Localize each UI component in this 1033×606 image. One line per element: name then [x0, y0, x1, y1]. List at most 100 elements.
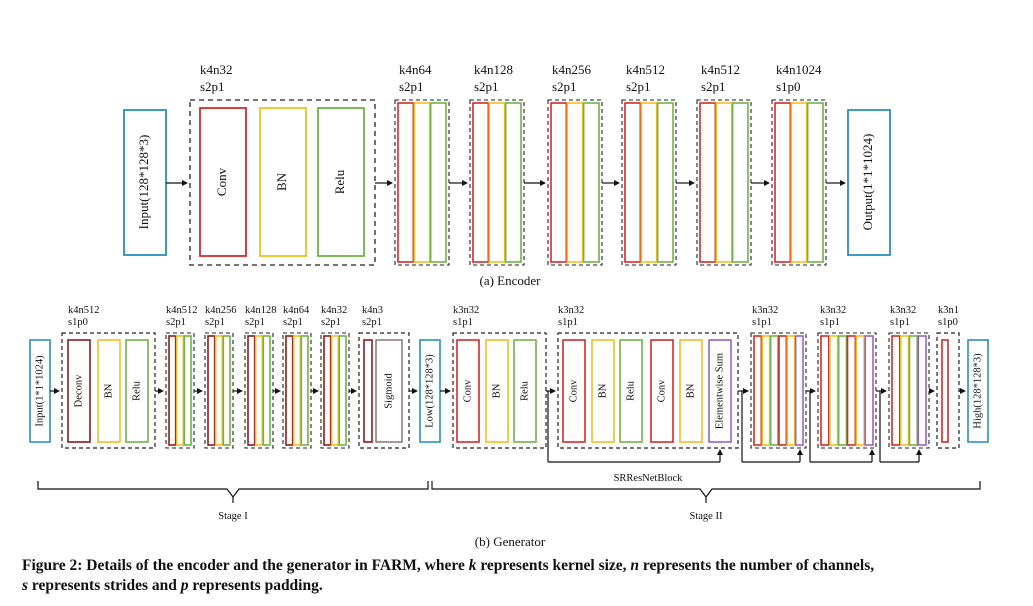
encoder-bn-label: BN	[274, 172, 289, 191]
generator-resblock-2-bar-0	[753, 335, 763, 446]
skip-3-up-head	[869, 449, 875, 455]
encoder-block-3-bar-1	[488, 102, 506, 263]
generator-s1-arrow-sig-head	[351, 388, 357, 394]
generator-resblock-2-bar-1	[761, 335, 771, 446]
generator-arrow-low-head	[412, 388, 418, 394]
generator-resblock-3-bar-3	[846, 335, 857, 446]
generator-s1-block-2-bar-0	[247, 335, 256, 446]
encoder-block-5-params-stride: s2p1	[626, 79, 651, 94]
generator-final-block-params-kernel: k3n32	[890, 305, 916, 316]
generator-resblock-2-params-kernel: k3n32	[752, 305, 778, 316]
generator-sigmoid-layer	[375, 339, 403, 443]
generator-block-1-params-stride: s1p0	[68, 317, 88, 328]
generator-arrow-res3-head	[810, 388, 816, 394]
encoder-block-7-bar-0	[774, 102, 792, 263]
generator-s1-arrow-1-head	[197, 388, 203, 394]
encoder-output-label: Output(1*1*1024)	[860, 134, 875, 231]
generator-subcaption: (b) Generator	[475, 534, 546, 549]
encoder-conv-label: Conv	[214, 167, 229, 196]
generator-s1-block-2-bar-2	[262, 335, 271, 446]
generator-resblock-3-bar-5	[864, 335, 874, 446]
generator-s1-block-1	[204, 332, 234, 449]
generator-s1-block-0-bar-0	[168, 335, 177, 446]
encoder-block-6	[696, 99, 752, 266]
generator-low-label: Low(128*128*3)	[424, 354, 435, 428]
generator-s1-block-3-params-kernel: k4n64	[283, 305, 310, 316]
encoder-block-1-params-kernel: k4n32	[200, 62, 233, 77]
stage-1-label: Stage I	[218, 511, 248, 522]
encoder-block-5-bar-0	[624, 102, 642, 263]
caption-s: s	[22, 577, 29, 594]
generator-s1-block-2-bar-1	[254, 335, 264, 446]
generator-s1-block-4-params-kernel: k4n32	[321, 305, 347, 316]
generator-s1-arrow-3-head	[275, 388, 281, 394]
caption-p-text: represents padding.	[188, 577, 323, 594]
encoder-input-label: Input(128*128*3)	[136, 135, 151, 230]
generator-resblock-3-params-kernel: k3n32	[820, 305, 846, 316]
generator-res-label-1: BN	[597, 383, 608, 398]
figure-caption: Figure 2: Details of the encoder and the…	[22, 556, 1012, 596]
generator-res-layer-2	[619, 339, 643, 443]
generator-output-conv-params-stride: s1p0	[938, 317, 958, 328]
generator-s1-arrow-0-head	[158, 388, 164, 394]
generator-s1-block-1-params-stride: s2p1	[205, 317, 225, 328]
generator-s1-block-3-bar-2	[300, 335, 309, 446]
generator-s1-block-1-params-kernel: k4n256	[205, 305, 237, 316]
generator-bn-layer	[97, 339, 121, 443]
generator-s2-block-1-params-stride: s1p1	[453, 317, 473, 328]
encoder-subcaption: (a) Encoder	[480, 273, 542, 288]
encoder-block-4-bar-2	[582, 102, 600, 263]
generator-s2-relu-label: Relu	[519, 380, 530, 401]
encoder-block-2	[394, 99, 450, 266]
skip-1-up-head	[717, 449, 723, 455]
encoder-arrow-2-head	[462, 180, 468, 186]
generator-block-1-params-kernel: k4n512	[68, 305, 100, 316]
generator-res-layer-5	[708, 339, 732, 443]
generator-res-label-4: BN	[685, 383, 696, 398]
caption-k-text: represents kernel size,	[476, 557, 631, 574]
encoder-block-5	[621, 99, 677, 266]
encoder-relu-layer	[317, 107, 365, 257]
generator-final-block-bar-1	[899, 335, 910, 446]
generator-sigmoid-label: Sigmoid	[383, 372, 394, 408]
generator-s1-block-4-bar-1	[330, 335, 340, 446]
generator-arrow-0-head	[54, 388, 60, 394]
generator-s1-block-0-params-stride: s2p1	[166, 317, 186, 328]
generator-final-block	[888, 332, 930, 449]
encoder-arrow-4-head	[614, 180, 620, 186]
generator-resblock	[557, 332, 739, 449]
encoder-block-6-params-stride: s2p1	[701, 79, 726, 94]
generator-s1-block-4-bar-2	[338, 335, 347, 446]
generator-s2-bn-layer	[485, 339, 509, 443]
generator-relu-layer	[125, 339, 149, 443]
encoder-block-5-bar-2	[656, 102, 674, 263]
encoder-block-3-bar-2	[504, 102, 522, 263]
generator-resblock-2-bar-2	[769, 335, 779, 446]
generator-s2-block-1-params-kernel: k3n32	[453, 305, 479, 316]
generator-arrow-high-head	[960, 388, 966, 394]
caption-p: p	[180, 577, 189, 594]
generator-arrow-final-head	[881, 388, 887, 394]
generator-bn-label: BN	[103, 383, 114, 398]
generator-deconv-label: Deconv	[73, 374, 84, 407]
encoder-block-4-params-stride: s2p1	[552, 79, 577, 94]
generator-s1-block-1-bar-0	[207, 335, 216, 446]
generator-s1-arrow-2-head	[237, 388, 243, 394]
generator-arrow-res-head	[550, 388, 556, 394]
generator-s1-block-2-params-stride: s2p1	[245, 317, 265, 328]
encoder-block-3-params-kernel: k4n128	[474, 62, 513, 77]
encoder-block-3-bar-0	[472, 102, 490, 263]
srresnet-label: SRResNetBlock	[614, 473, 684, 484]
encoder-block-1-params-stride: s2p1	[200, 79, 225, 94]
encoder-block-7-bar-1	[790, 102, 808, 263]
generator-s1-block-4-params-stride: s2p1	[321, 317, 341, 328]
generator-resblock-2-bar-3	[778, 335, 788, 446]
generator-res-layer-1	[591, 339, 615, 443]
generator-s1-block-0-bar-2	[183, 335, 192, 446]
generator-s1-block-4	[320, 332, 350, 449]
generator-res-label-3: Conv	[656, 379, 667, 403]
encoder-block-6-bar-2	[731, 102, 749, 263]
encoder-block-6-bar-0	[699, 102, 717, 263]
encoder-arrow-0-head	[182, 180, 188, 186]
stage-2-label: Stage II	[690, 511, 723, 522]
